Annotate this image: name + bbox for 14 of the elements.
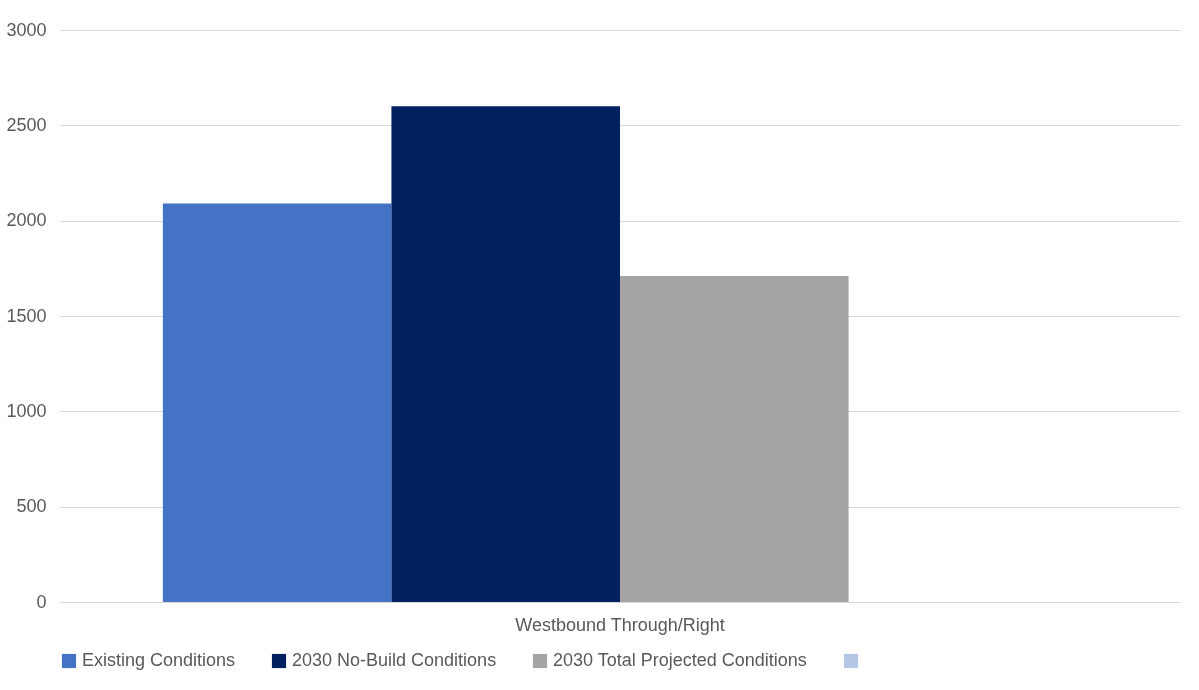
bar [162,203,392,602]
legend-label: 2030 No-Build Conditions [292,650,497,670]
y-tick-label: 2500 [6,114,47,135]
y-tick-label: 2000 [6,210,47,231]
x-tick-label: Westbound Through/Right [515,614,725,635]
y-tick-label: 500 [16,496,47,517]
bar [620,275,849,602]
y-tick-label: 0 [36,591,47,612]
legend-label: Existing Conditions [82,650,236,670]
bar [391,106,620,602]
y-tick-label: 1500 [6,305,47,326]
y-tick-label: 3000 [6,19,47,40]
y-tick-label: 1000 [6,400,47,421]
legend-label: 2030 Total Projected Conditions [553,650,807,670]
